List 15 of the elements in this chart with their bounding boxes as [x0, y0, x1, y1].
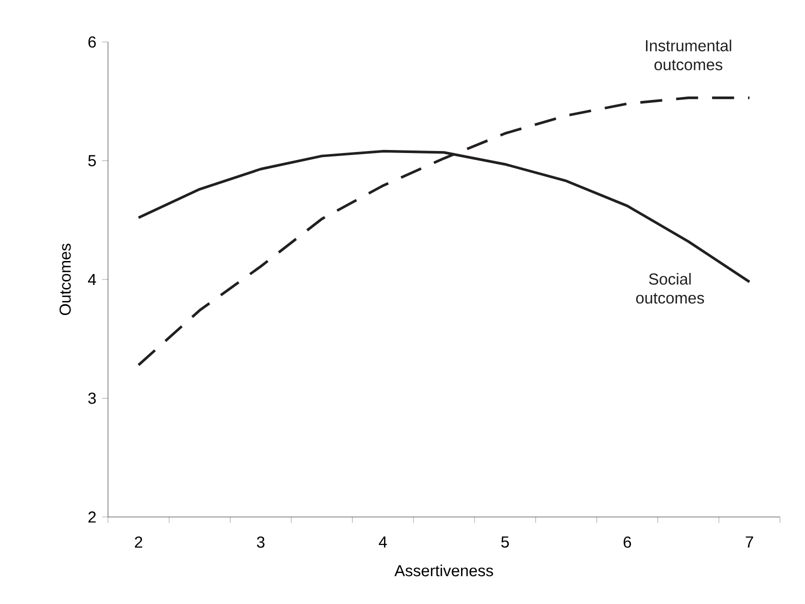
x-tick-label: 3 — [256, 536, 264, 548]
x-tick-label: 5 — [501, 536, 509, 548]
y-tick-label: 5 — [88, 155, 96, 166]
x-axis-title: Assertiveness — [394, 564, 494, 576]
y-tick-label: 6 — [88, 36, 96, 48]
series-label: Social outcomes — [636, 273, 704, 304]
y-tick-label: 4 — [88, 274, 96, 285]
x-tick-label: 4 — [378, 536, 387, 548]
y-axis-title: Outcomes — [60, 244, 71, 316]
y-tick-label: 2 — [88, 511, 96, 523]
x-tick-label: 2 — [134, 536, 142, 548]
y-tick-label: 3 — [88, 392, 96, 404]
x-tick-label: 7 — [746, 536, 754, 548]
series-label: Instrumental outcomes — [646, 40, 732, 70]
x-tick-label: 6 — [624, 536, 632, 548]
